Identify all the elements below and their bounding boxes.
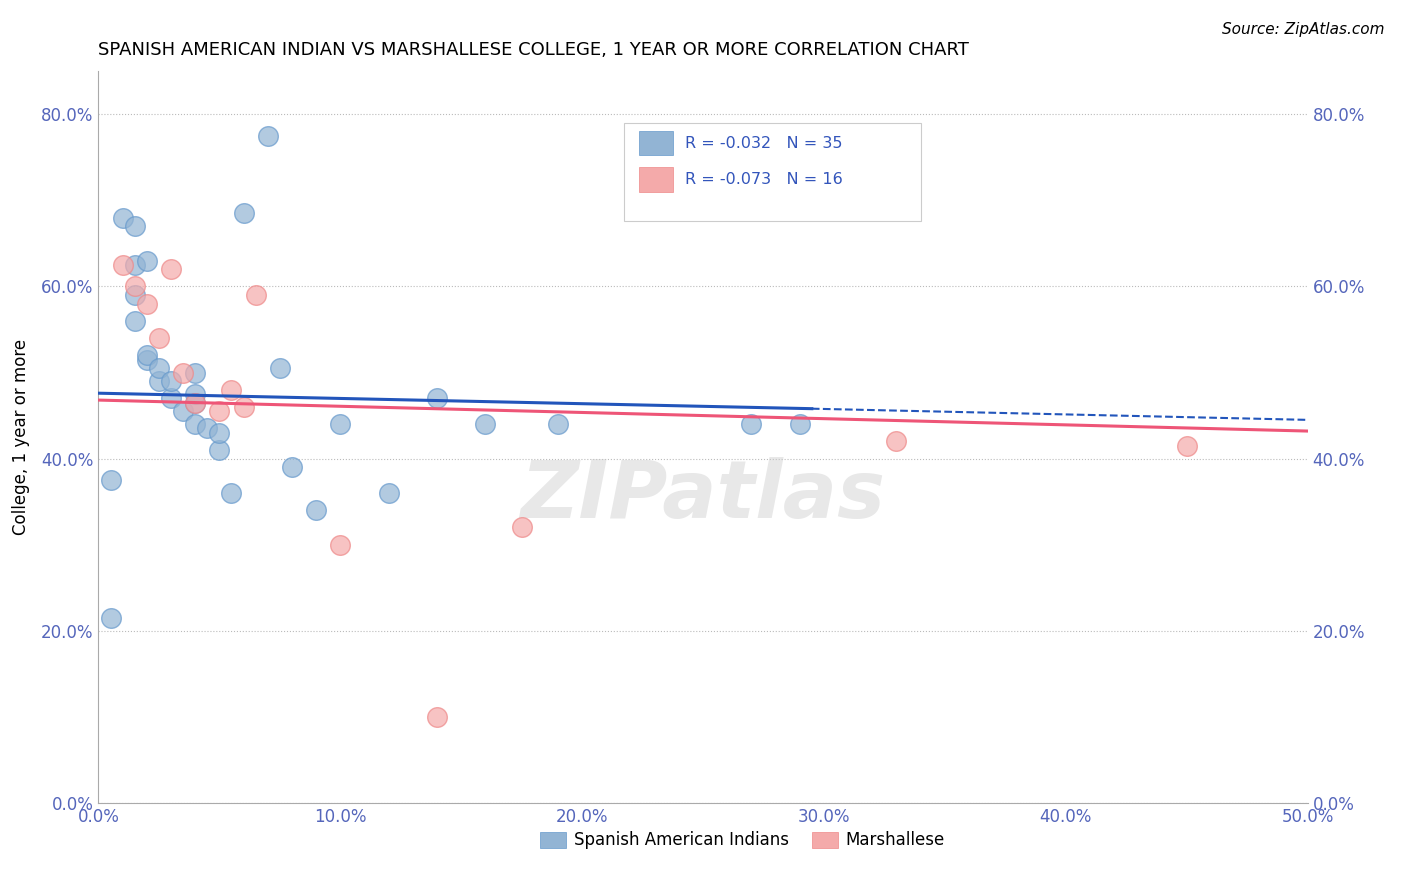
Point: [789, 417, 811, 432]
Point: [281, 460, 304, 475]
Point: [172, 366, 194, 380]
Point: [208, 404, 231, 418]
Text: SPANISH AMERICAN INDIAN VS MARSHALLESE COLLEGE, 1 YEAR OR MORE CORRELATION CHART: SPANISH AMERICAN INDIAN VS MARSHALLESE C…: [98, 41, 969, 59]
Point: [135, 348, 157, 362]
Point: [135, 296, 157, 310]
Point: [148, 331, 170, 345]
Point: [208, 442, 231, 457]
Point: [426, 710, 449, 724]
Point: [305, 503, 328, 517]
Point: [135, 253, 157, 268]
Point: [329, 417, 352, 432]
Point: [232, 400, 254, 414]
Point: [184, 366, 207, 380]
Point: [111, 211, 134, 225]
Text: R = -0.032   N = 35: R = -0.032 N = 35: [685, 136, 842, 151]
Point: [148, 361, 170, 376]
Bar: [638, 168, 673, 192]
Point: [510, 520, 533, 534]
Point: [269, 361, 291, 376]
Point: [232, 206, 254, 220]
Point: [184, 395, 207, 409]
Point: [426, 392, 449, 406]
Point: [195, 421, 218, 435]
Point: [184, 417, 207, 432]
Point: [474, 417, 496, 432]
Y-axis label: College, 1 year or more: College, 1 year or more: [11, 339, 30, 535]
Point: [100, 473, 122, 487]
Point: [886, 434, 908, 449]
Point: [172, 404, 194, 418]
Point: [256, 128, 278, 143]
Point: [160, 392, 183, 406]
Bar: [540, 832, 567, 848]
Point: [111, 258, 134, 272]
Point: [740, 417, 762, 432]
Bar: [624, 122, 921, 221]
Point: [184, 387, 207, 401]
Text: Source: ZipAtlas.com: Source: ZipAtlas.com: [1222, 22, 1385, 37]
Point: [124, 279, 146, 293]
Point: [124, 258, 146, 272]
Point: [148, 374, 170, 388]
Point: [221, 486, 243, 500]
Point: [135, 352, 157, 367]
Point: [160, 262, 183, 277]
Point: [547, 417, 569, 432]
Point: [124, 314, 146, 328]
Point: [245, 288, 267, 302]
Point: [184, 395, 207, 409]
Text: ZIPatlas: ZIPatlas: [520, 457, 886, 534]
Point: [221, 383, 243, 397]
Point: [377, 486, 399, 500]
Point: [1175, 439, 1198, 453]
Point: [329, 538, 352, 552]
Point: [100, 611, 122, 625]
Bar: [638, 131, 673, 155]
Point: [124, 288, 146, 302]
Text: Spanish American Indians: Spanish American Indians: [574, 831, 789, 849]
Bar: [811, 832, 838, 848]
Point: [160, 374, 183, 388]
Text: Marshallese: Marshallese: [845, 831, 945, 849]
Point: [208, 425, 231, 440]
Point: [124, 219, 146, 234]
Text: R = -0.073   N = 16: R = -0.073 N = 16: [685, 172, 842, 187]
